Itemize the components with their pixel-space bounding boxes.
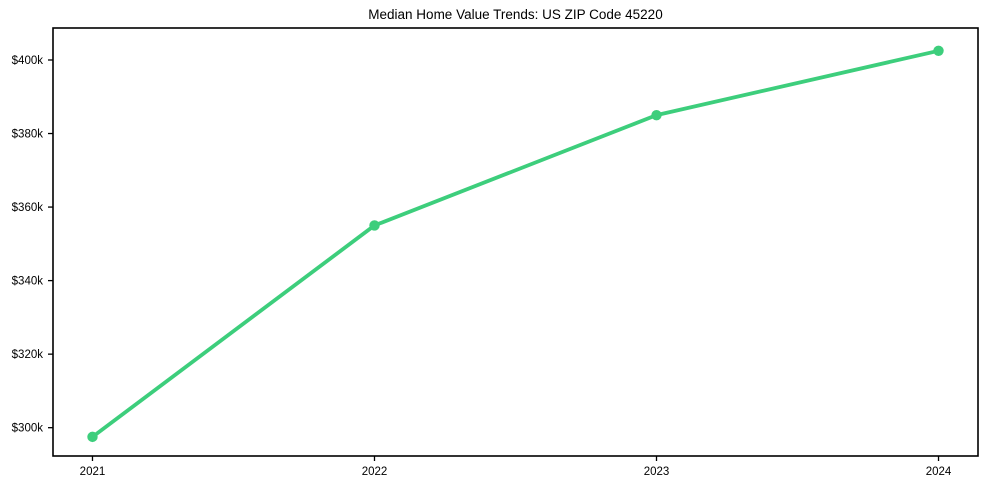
data-point-2022 <box>369 220 380 231</box>
y-tick-label: $340k <box>12 276 44 288</box>
trend-line <box>90 48 941 439</box>
y-tick-label: $380k <box>12 129 44 141</box>
y-tick-label: $360k <box>12 202 44 214</box>
data-point-2021 <box>87 431 98 443</box>
chart-title: Median Home Value Trends: US ZIP Code 45… <box>368 7 663 22</box>
y-tick-label: $400k <box>12 55 44 67</box>
y-tick-label: $320k <box>12 349 44 361</box>
x-tick-label: 2022 <box>362 466 388 478</box>
data-point-2023 <box>651 109 662 121</box>
y-tick-label: $300k <box>12 423 44 435</box>
x-tick-label: 2023 <box>644 466 670 478</box>
plot-frame <box>52 27 979 457</box>
data-point-2024 <box>933 45 944 56</box>
x-tick-label: 2021 <box>80 466 106 478</box>
x-tick-label: 2024 <box>926 466 952 478</box>
